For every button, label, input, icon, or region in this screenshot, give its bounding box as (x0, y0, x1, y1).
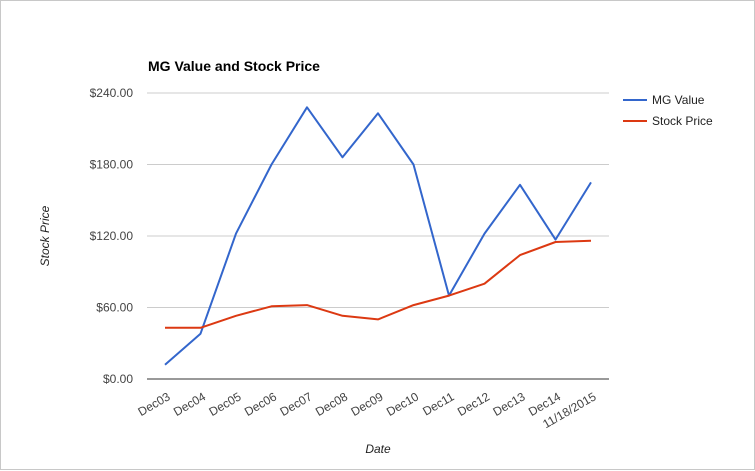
x-tick-label: Dec05 (206, 389, 243, 419)
x-tick-label: Dec13 (490, 389, 527, 419)
y-axis-ticks: $0.00 $60.00 $120.00 $180.00 $240.00 (90, 86, 134, 386)
series-lines (164, 106, 592, 366)
y-axis-title: Stock Price (38, 205, 52, 266)
legend-label: MG Value (652, 93, 705, 107)
x-axis-ticks: Dec03Dec04Dec05Dec06Dec07Dec08Dec09Dec10… (135, 389, 598, 431)
x-tick-label: Dec03 (135, 389, 172, 419)
x-tick-label: Dec04 (171, 389, 208, 419)
series-line-mg-value (164, 106, 592, 366)
y-tick-label: $240.00 (90, 86, 134, 100)
y-tick-label: $120.00 (90, 229, 134, 243)
x-tick-label: Dec10 (384, 389, 421, 419)
y-tick-label: $180.00 (90, 158, 134, 172)
x-tick-label: Dec09 (348, 389, 385, 419)
y-tick-label: $0.00 (103, 372, 133, 386)
x-tick-label: Dec06 (242, 389, 279, 419)
gridlines (147, 92, 609, 308)
x-tick-label: Dec07 (277, 389, 314, 419)
x-tick-label: Dec11 (420, 389, 457, 418)
chart-title: MG Value and Stock Price (148, 58, 320, 74)
legend: MG Value Stock Price (623, 93, 713, 128)
y-tick-label: $60.00 (96, 301, 133, 315)
x-tick-label: Dec12 (455, 389, 492, 419)
legend-label: Stock Price (652, 114, 713, 128)
x-axis-title: Date (365, 442, 391, 456)
x-tick-label: Dec08 (313, 389, 350, 419)
series-line-stock-price (165, 239, 592, 329)
